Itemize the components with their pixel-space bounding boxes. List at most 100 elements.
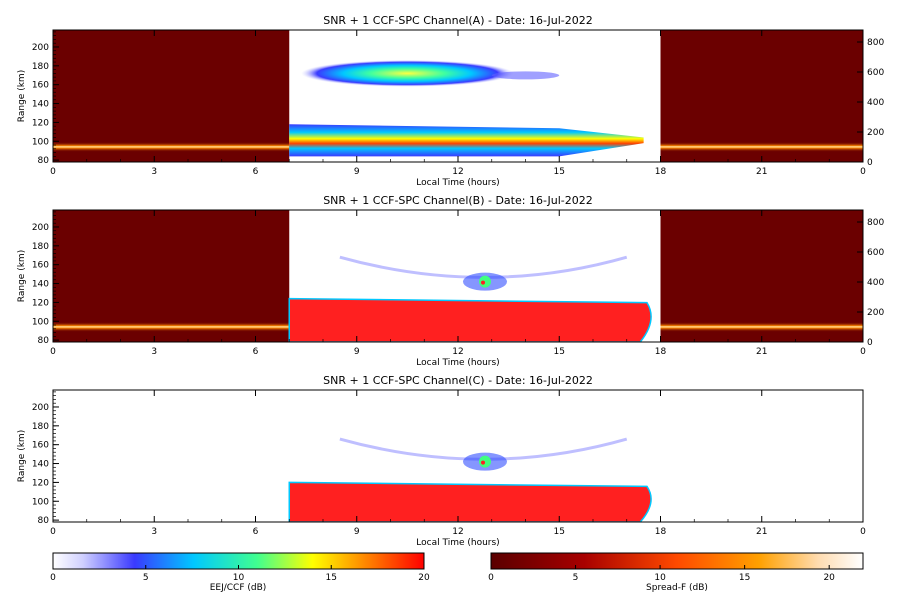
panel-c-ytick-label: 180 (32, 422, 49, 432)
panel-c-ylabel: Range (km) (17, 430, 27, 482)
panel-a-y2tick-label: 400 (867, 98, 884, 108)
panel-b-xlabel: Local Time (hours) (416, 358, 499, 368)
panel-a-ytick-label: 200 (32, 43, 49, 53)
panel-c-ytick-label: 120 (32, 478, 49, 488)
panel-b-eej-saturated-4 (288, 297, 652, 342)
panel-b-ytick-label: 140 (32, 280, 49, 290)
panel-b-xtick-label: 12 (452, 347, 463, 357)
panel-b-ytick-label: 180 (32, 242, 49, 252)
panel-c-echo-150km-arc-1-peak (479, 455, 491, 468)
colorbar-spreadf-gradient (490, 552, 864, 570)
panel-b-spreadf-layer-2 (53, 321, 290, 332)
panel-b-ylabel: Range (km) (17, 250, 27, 302)
panel-c-ytick-label: 200 (32, 403, 49, 413)
panel-a-spreadf-layer-3 (660, 141, 863, 152)
panel-a-heatmap (53, 30, 863, 162)
panel-b-ytick-label: 100 (32, 317, 49, 327)
panel-c-xlabel: Local Time (hours) (416, 538, 499, 548)
panel-a-y2tick-label: 600 (867, 68, 884, 78)
colorbar-spreadf-label: Spread-F (dB) (646, 583, 708, 593)
panel-b-y2tick-label: 800 (867, 218, 884, 228)
panel-a-xtick-label: 6 (253, 167, 259, 177)
colorbar-spreadf: 0 5 10 15 20 Spread-F (dB) (488, 552, 864, 593)
panel-a-ytick-label: 180 (32, 62, 49, 72)
panel-c-xtick-label: 12 (452, 527, 463, 537)
panel-c-xtick-label: 3 (151, 527, 157, 537)
panel-a-xtick-label: 9 (354, 167, 360, 177)
panel-b-spreadf-bg-0 (53, 210, 290, 342)
colorbar-eej: 0 5 10 15 20 EEJ/CCF (dB) (50, 552, 430, 593)
panel-c-xtick-label: 6 (253, 527, 259, 537)
panel-c-axes: 80 100 120 140 160 180 200 0 3 6 9 12 15 18 21 0 (32, 390, 866, 537)
panel-a-ytick-label: 80 (38, 156, 50, 166)
panel-a-y2tick-label: 800 (867, 38, 884, 48)
colorbar-tick-label: 0 (50, 573, 56, 583)
panel-c-title: SNR + 1 CCF-SPC Channel(C) - Date: 16-Ju… (323, 374, 593, 387)
panel-c-xtick-label: 0 (860, 527, 866, 537)
panel-a-title: SNR + 1 CCF-SPC Channel(A) - Date: 16-Ju… (323, 14, 593, 27)
panel-a-spreadf-layer-2 (53, 141, 290, 152)
panel-c-xtick-label: 15 (554, 527, 565, 537)
panel-a-xtick-label: 0 (860, 167, 866, 177)
panel-b-xtick-label: 18 (655, 347, 667, 357)
panel-a-ytick-label: 160 (32, 81, 49, 91)
panel-a-xtick-label: 0 (50, 167, 56, 177)
panel-b-xtick-label: 0 (50, 347, 56, 357)
panel-c-ytick-label: 140 (32, 460, 49, 470)
panel-b-y2tick-label: 400 (867, 278, 884, 288)
panel-b-title: SNR + 1 CCF-SPC Channel(B) - Date: 16-Ju… (323, 194, 593, 207)
colorbar-tick-label: 20 (823, 573, 835, 583)
panel-b-axes: 80 100 120 140 160 180 200 0 200 400 600 800 0 3 6 9 12 1… (32, 210, 884, 357)
panel-a-spreadf-bg-1 (660, 30, 863, 162)
panel-c-xtick-label: 0 (50, 527, 56, 537)
panel-b-xtick-label: 3 (151, 347, 157, 357)
panel-c-plot (53, 390, 863, 522)
panel-b-xtick-label: 21 (756, 347, 767, 357)
panel-c-eej-saturated-0 (288, 481, 652, 522)
panel-a-xtick-label: 3 (151, 167, 157, 177)
panel-b-spreadf-layer-3 (660, 321, 863, 332)
panel-b-xtick-label: 9 (354, 347, 360, 357)
panel-b-ytick-label: 80 (38, 336, 50, 346)
panel-a-y2tick-label: 200 (867, 128, 884, 138)
panel-c-echo-150km-arc-1-peak-center (481, 460, 485, 465)
panel-b-y2tick-label: 600 (867, 248, 884, 258)
panel-c-ytick-label: 80 (38, 516, 50, 526)
panel-a-ylabel: Range (km) (17, 70, 27, 122)
panel-c-xtick-label: 21 (756, 527, 767, 537)
colorbar-tick-label: 5 (143, 573, 149, 583)
panel-a-y2tick-label: 0 (867, 158, 873, 168)
colorbar-spreadf-ticks: 0 5 10 15 20 (488, 565, 835, 583)
panel-b-spreadf-bg-1 (660, 210, 863, 342)
panel-b-ytick-label: 200 (32, 223, 49, 233)
panel-b-xtick-label: 0 (860, 347, 866, 357)
panel-a-echo-150km-5 (301, 60, 514, 87)
panel-b-plot (53, 210, 863, 342)
panel-c-xtick-label: 18 (655, 527, 667, 537)
panel-c-heatmap (288, 437, 652, 522)
panel-a-xtick-label: 15 (554, 167, 565, 177)
panel-b-y2tick-label: 200 (867, 308, 884, 318)
panel-c: SNR + 1 CCF-SPC Channel(C) - Date: 16-Ju… (17, 374, 866, 548)
colorbar-tick-label: 15 (739, 573, 750, 583)
panel-b-xtick-label: 6 (253, 347, 259, 357)
colorbar-eej-ticks: 0 5 10 15 20 (50, 565, 430, 583)
panel-c-ytick-label: 100 (32, 497, 49, 507)
panel-b-ytick-label: 120 (32, 298, 49, 308)
panel-b-echo-150km-arc-5-peak (479, 275, 491, 288)
panel-c-ytick-label: 160 (32, 441, 49, 451)
panel-a-xlabel: Local Time (hours) (416, 178, 499, 188)
panel-a-xtick-label: 18 (655, 167, 667, 177)
panel-b-echo-150km-arc-5-peak-center (481, 280, 485, 285)
panel-c-xtick-label: 9 (354, 527, 360, 537)
panel-a: SNR + 1 CCF-SPC Channel(A) - Date: 16-Ju… (17, 14, 884, 188)
panel-a-plot (53, 30, 863, 162)
panel-b: SNR + 1 CCF-SPC Channel(B) - Date: 16-Ju… (17, 194, 884, 368)
panel-b-ytick-label: 160 (32, 261, 49, 271)
panel-a-ytick-label: 140 (32, 100, 49, 110)
colorbar-tick-label: 15 (326, 573, 337, 583)
colorbar-tick-label: 10 (654, 573, 666, 583)
panel-b-xtick-label: 15 (554, 347, 565, 357)
